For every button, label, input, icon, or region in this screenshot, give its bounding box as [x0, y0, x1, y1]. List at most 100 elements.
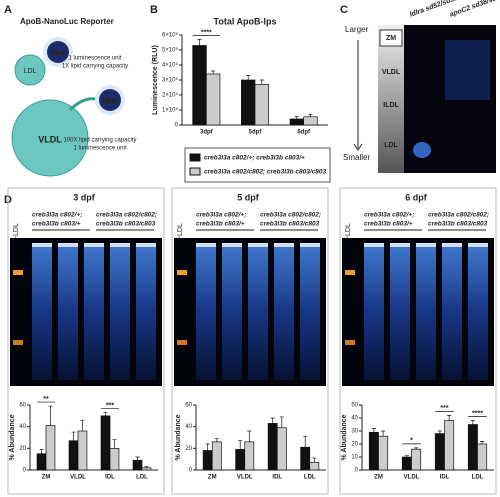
panel-letter: B [150, 4, 158, 16]
y-tick-label: 50 [351, 403, 358, 409]
well-band [222, 243, 242, 247]
marker-label: DiI-LDL [345, 223, 352, 247]
bar [401, 456, 412, 471]
zone-bar [378, 25, 404, 173]
marker-band [345, 270, 355, 275]
y-tick-label: 0 [175, 123, 179, 129]
error-bar [103, 412, 108, 416]
stage-title: 6 dpf [405, 192, 428, 202]
bar [241, 79, 256, 126]
panel-frame [171, 187, 329, 495]
genotype: creb3l3b c803/c803 [260, 221, 320, 228]
y-tick-label: 40 [351, 416, 358, 422]
genotype: creb3l3a c802/c802; [96, 212, 157, 219]
bar [300, 446, 311, 471]
marker-label: DiI-LDL [177, 223, 184, 247]
smaller: Smaller [343, 153, 370, 162]
panel-frame [339, 187, 497, 495]
bar [202, 450, 213, 471]
error-bar [80, 419, 85, 431]
annotation: * [410, 438, 413, 445]
genotype: creb3l3a c802/+; [364, 212, 414, 219]
annotation: ** [43, 396, 49, 403]
panel-frame [7, 187, 165, 495]
marker-label: DiI-LDL [13, 223, 20, 247]
error-bar [270, 417, 275, 424]
arrow-head [353, 143, 363, 151]
y-tick-label: 40 [19, 424, 26, 430]
x-tick-label: VLDL [70, 475, 86, 481]
lane [274, 244, 294, 380]
legend-entry: creb3l3a c802/c802; creb3l3b c803/c803 [204, 169, 327, 176]
error-bar [48, 405, 53, 426]
well-band [416, 243, 436, 247]
well-band [274, 243, 294, 247]
zone-label: LDL [384, 142, 398, 149]
x-tick-label: VLDL [404, 475, 420, 481]
x-tick-label: VLDL [237, 475, 253, 481]
bar [244, 441, 255, 471]
zone-label: VLDL [382, 69, 401, 76]
error-bar [39, 449, 44, 454]
y-axis-label: % Abundance [341, 414, 348, 460]
well-band [390, 243, 410, 247]
genotype: creb3l3b c803/c803 [428, 221, 488, 228]
x-tick-label: LDL [304, 475, 316, 481]
marker-band [13, 270, 23, 275]
lane [468, 244, 488, 380]
error-bar [259, 79, 264, 85]
bar [467, 424, 478, 471]
error-bar [381, 430, 386, 437]
vldl-label: VLDL [38, 134, 62, 144]
bar [77, 430, 88, 471]
genotype: creb3l3a c802/+; [32, 212, 82, 219]
genotype: creb3l3b c803/+ [196, 221, 245, 228]
error-bar [312, 457, 317, 463]
bar [434, 433, 445, 471]
vldl-note: 100X lipid carrying capacity [63, 138, 136, 144]
bar [309, 462, 320, 471]
vldl-note: 1 luminescence unit [73, 146, 126, 152]
y-axis-label: % Abundance [9, 414, 16, 460]
bar [303, 116, 318, 126]
lane [416, 244, 436, 380]
stage-title: 3 dpf [73, 192, 96, 202]
x-tick-label: ZM [374, 475, 383, 481]
x-tick-label: 3dpf [200, 130, 214, 136]
y-tick-label: 40 [185, 424, 192, 430]
well-band [442, 243, 462, 247]
y-tick-label: 4×10⁵ [162, 62, 179, 69]
bar [100, 415, 111, 471]
genotype: creb3l3a c802/c802; [260, 212, 321, 219]
error-bar [303, 436, 308, 448]
well-band [364, 243, 384, 247]
y-tick-label: 3×10⁵ [162, 77, 179, 84]
panel-letter: C [340, 4, 348, 16]
chart-title: Total ApoB-lps [214, 16, 277, 26]
error-bar [238, 440, 243, 450]
bar [378, 435, 389, 471]
marker-band [177, 340, 187, 345]
error-bar [197, 39, 202, 46]
error-bar [404, 455, 409, 457]
y-tick-label: 20 [351, 442, 358, 448]
bar [68, 440, 79, 471]
x-tick-label: ZM [208, 475, 217, 481]
lane [136, 244, 156, 380]
bar [235, 449, 246, 471]
y-tick-label: 1×10⁵ [162, 107, 179, 114]
y-tick-label: 5×10⁵ [162, 47, 179, 54]
bar [276, 427, 287, 471]
error-bar [279, 416, 284, 428]
x-tick-label: 5dpf [249, 130, 263, 136]
ldl-particle [14, 54, 46, 86]
error-bar [371, 428, 376, 433]
well-band [468, 243, 488, 247]
error-bar [135, 456, 140, 461]
vldl-particle [11, 99, 89, 177]
error-bar [447, 415, 452, 421]
x-tick-label: IDL [105, 475, 115, 481]
x-tick-label: LDL [136, 475, 148, 481]
error-bar [112, 439, 117, 449]
genotype: creb3l3b c803/c803 [96, 221, 156, 228]
